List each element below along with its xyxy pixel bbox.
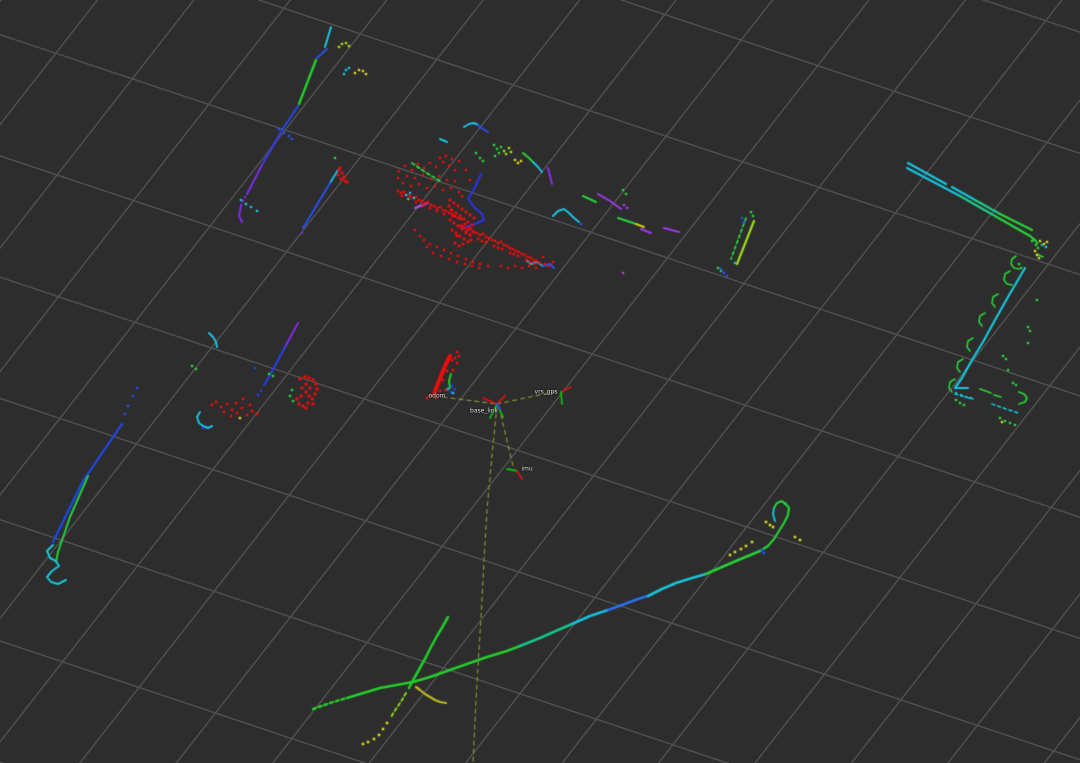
tf-frame-label: vrs_gps (534, 388, 558, 396)
tf-frame-label: base_link (470, 407, 498, 415)
tf-frame-label: odom (428, 392, 446, 400)
tf-frame-label: imu (521, 465, 533, 473)
